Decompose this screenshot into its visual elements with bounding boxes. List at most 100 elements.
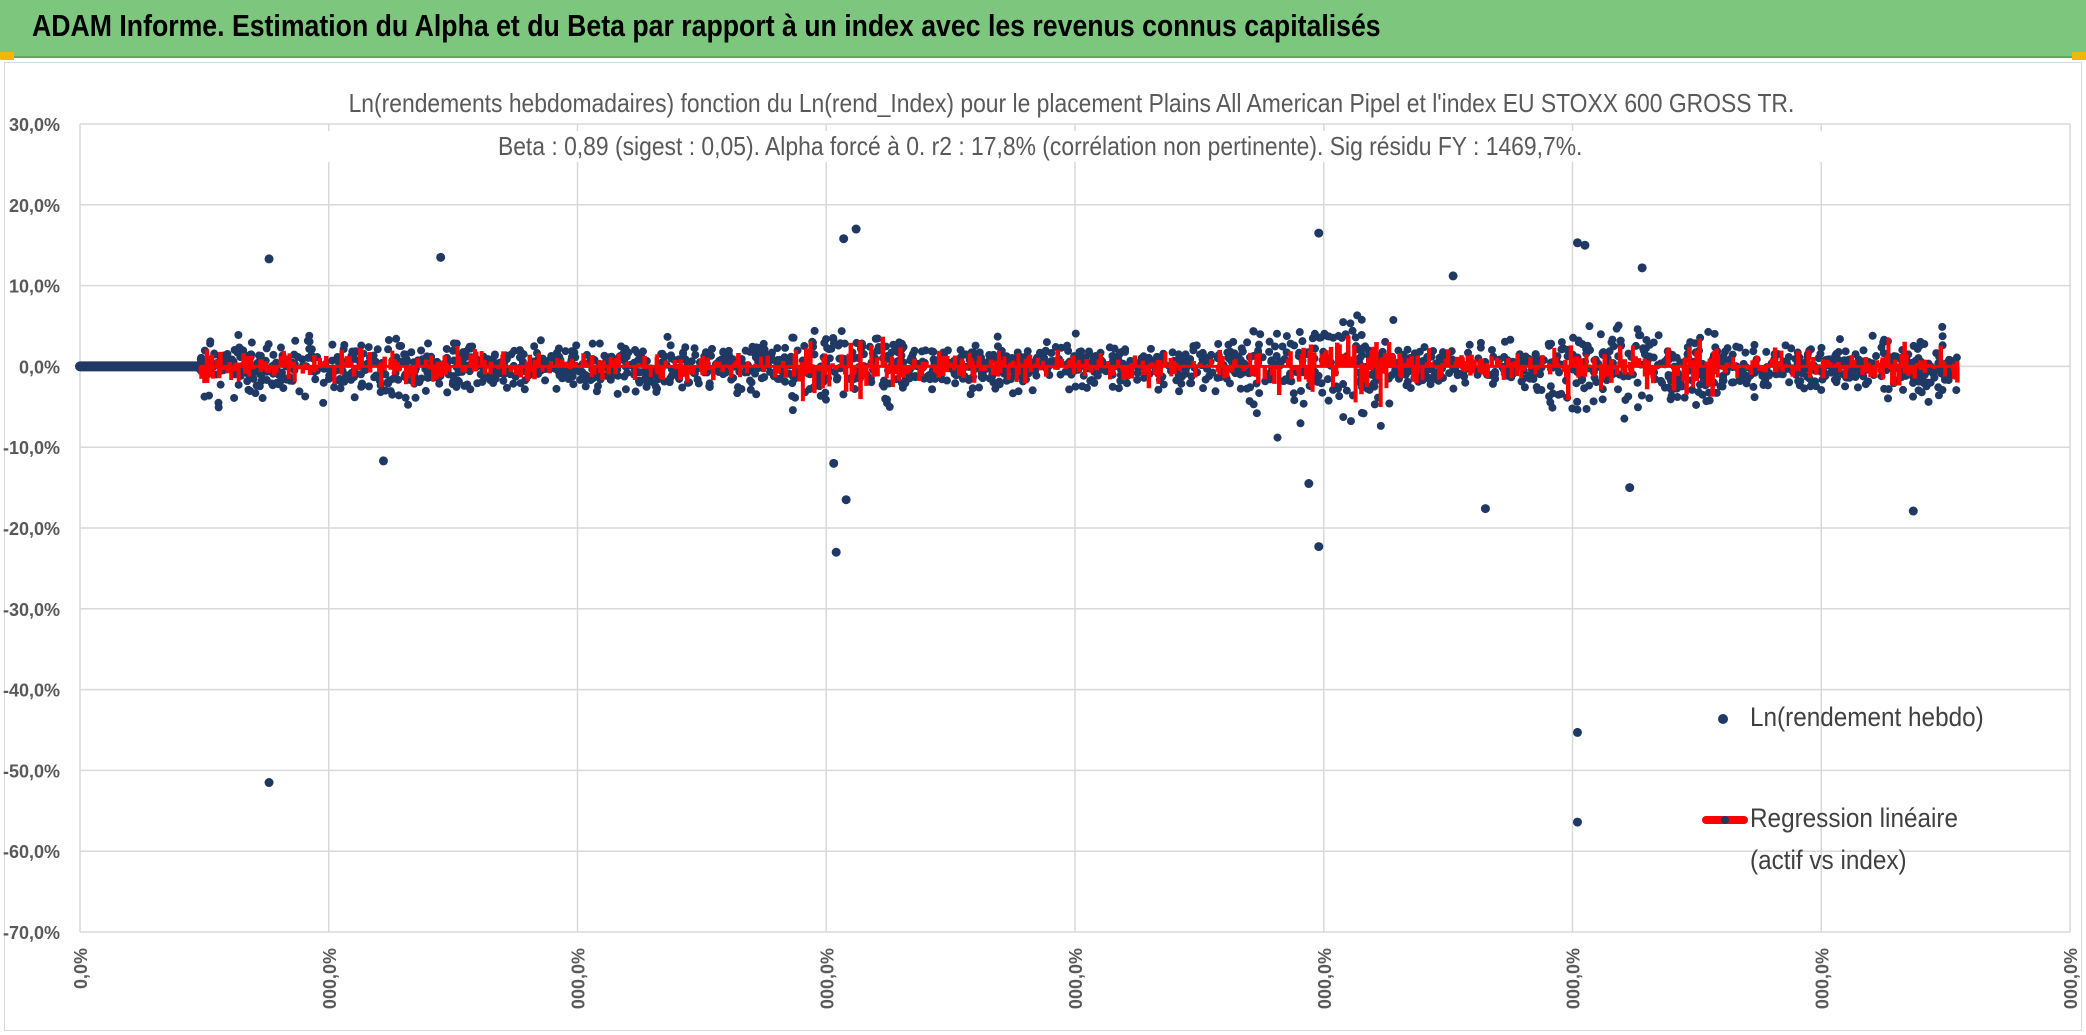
data-point xyxy=(1545,341,1554,350)
data-point xyxy=(928,347,937,356)
data-point xyxy=(1214,339,1223,348)
data-point xyxy=(364,382,373,391)
data-point xyxy=(340,377,349,386)
data-point xyxy=(1028,386,1037,395)
data-point xyxy=(301,392,310,401)
data-point xyxy=(821,395,830,404)
data-point xyxy=(1673,393,1682,402)
data-point xyxy=(1913,344,1922,353)
data-point xyxy=(1389,315,1398,324)
data-point xyxy=(1047,349,1056,358)
report-title: ADAM Informe. Estimation du Alpha et du … xyxy=(32,8,1381,43)
data-point xyxy=(1557,345,1566,354)
data-point xyxy=(506,370,515,379)
data-point xyxy=(1841,382,1850,391)
data-point xyxy=(1555,368,1564,377)
data-point xyxy=(1370,400,1379,409)
data-point xyxy=(825,345,834,354)
data-point xyxy=(1249,327,1258,336)
data-point xyxy=(1605,347,1614,356)
outlier-point xyxy=(1908,506,1918,516)
data-point xyxy=(1750,340,1759,349)
data-point xyxy=(1317,333,1326,342)
data-point xyxy=(592,387,601,396)
data-point xyxy=(1273,433,1282,442)
data-point xyxy=(1064,346,1073,355)
data-point xyxy=(1812,382,1821,391)
data-point xyxy=(1238,347,1247,356)
data-point xyxy=(873,345,882,354)
corner-marker-left xyxy=(0,52,14,60)
data-point xyxy=(1621,395,1630,404)
data-point xyxy=(404,400,413,409)
data-point xyxy=(895,338,904,347)
data-point xyxy=(1580,384,1589,393)
data-point xyxy=(1640,350,1649,359)
data-point xyxy=(397,342,406,351)
data-point xyxy=(386,387,395,396)
data-point xyxy=(206,337,215,346)
x-tick-label: 0,0% xyxy=(71,948,91,989)
data-point xyxy=(1357,315,1366,324)
data-point xyxy=(1694,388,1703,397)
data-point xyxy=(1310,329,1319,338)
y-tick-label: -30,0% xyxy=(3,600,60,620)
data-point xyxy=(1346,319,1355,328)
data-point xyxy=(1357,408,1366,417)
data-point xyxy=(1586,346,1595,355)
data-point xyxy=(1198,348,1207,357)
data-point xyxy=(502,383,511,392)
data-point xyxy=(1557,389,1566,398)
data-point xyxy=(1168,348,1177,357)
chart-subtitle: Beta : 0,89 (sigest : 0,05). Alpha forcé… xyxy=(250,131,1830,162)
data-point xyxy=(442,344,451,353)
data-point xyxy=(1296,386,1305,395)
outlier-point xyxy=(839,234,849,244)
data-point xyxy=(839,390,848,399)
y-tick-label: 30,0% xyxy=(9,115,60,135)
data-point xyxy=(1934,391,1943,400)
data-point xyxy=(1394,346,1403,355)
data-point xyxy=(1680,393,1689,402)
data-point xyxy=(319,398,328,407)
data-point xyxy=(466,344,475,353)
data-point xyxy=(1938,322,1947,331)
data-point xyxy=(530,342,539,351)
outlier-point xyxy=(1448,271,1458,281)
data-point xyxy=(619,349,628,358)
data-point xyxy=(1654,331,1663,340)
data-point xyxy=(921,346,930,355)
data-point xyxy=(1613,385,1622,394)
data-point xyxy=(588,339,597,348)
data-point xyxy=(384,336,393,345)
corner-marker-right xyxy=(2072,52,2086,60)
data-point xyxy=(1800,384,1809,393)
data-point xyxy=(1592,378,1601,387)
x-tick-label: 000,0% xyxy=(2061,948,2081,1009)
data-point xyxy=(773,344,782,353)
data-point xyxy=(1851,373,1860,382)
data-point xyxy=(1271,342,1280,351)
legend-marks xyxy=(1702,714,1748,824)
outlier-point xyxy=(1572,817,1582,827)
data-point xyxy=(1487,345,1496,354)
data-point xyxy=(1506,335,1515,344)
data-point xyxy=(1254,340,1263,349)
data-point xyxy=(1299,399,1308,408)
data-point xyxy=(1324,332,1333,341)
data-point xyxy=(1207,350,1216,359)
data-point xyxy=(1159,380,1168,389)
data-point xyxy=(1243,384,1252,393)
data-point xyxy=(1633,378,1642,387)
data-point xyxy=(1298,337,1307,346)
data-point xyxy=(1402,381,1411,390)
outlier-point xyxy=(1480,504,1490,514)
data-point xyxy=(291,336,300,345)
data-point xyxy=(350,393,359,402)
data-point xyxy=(966,390,975,399)
data-point xyxy=(690,344,699,353)
data-point xyxy=(298,355,307,364)
data-point xyxy=(1339,413,1348,422)
x-tick-label: 000,0% xyxy=(1066,948,1086,1009)
data-point xyxy=(1642,335,1651,344)
